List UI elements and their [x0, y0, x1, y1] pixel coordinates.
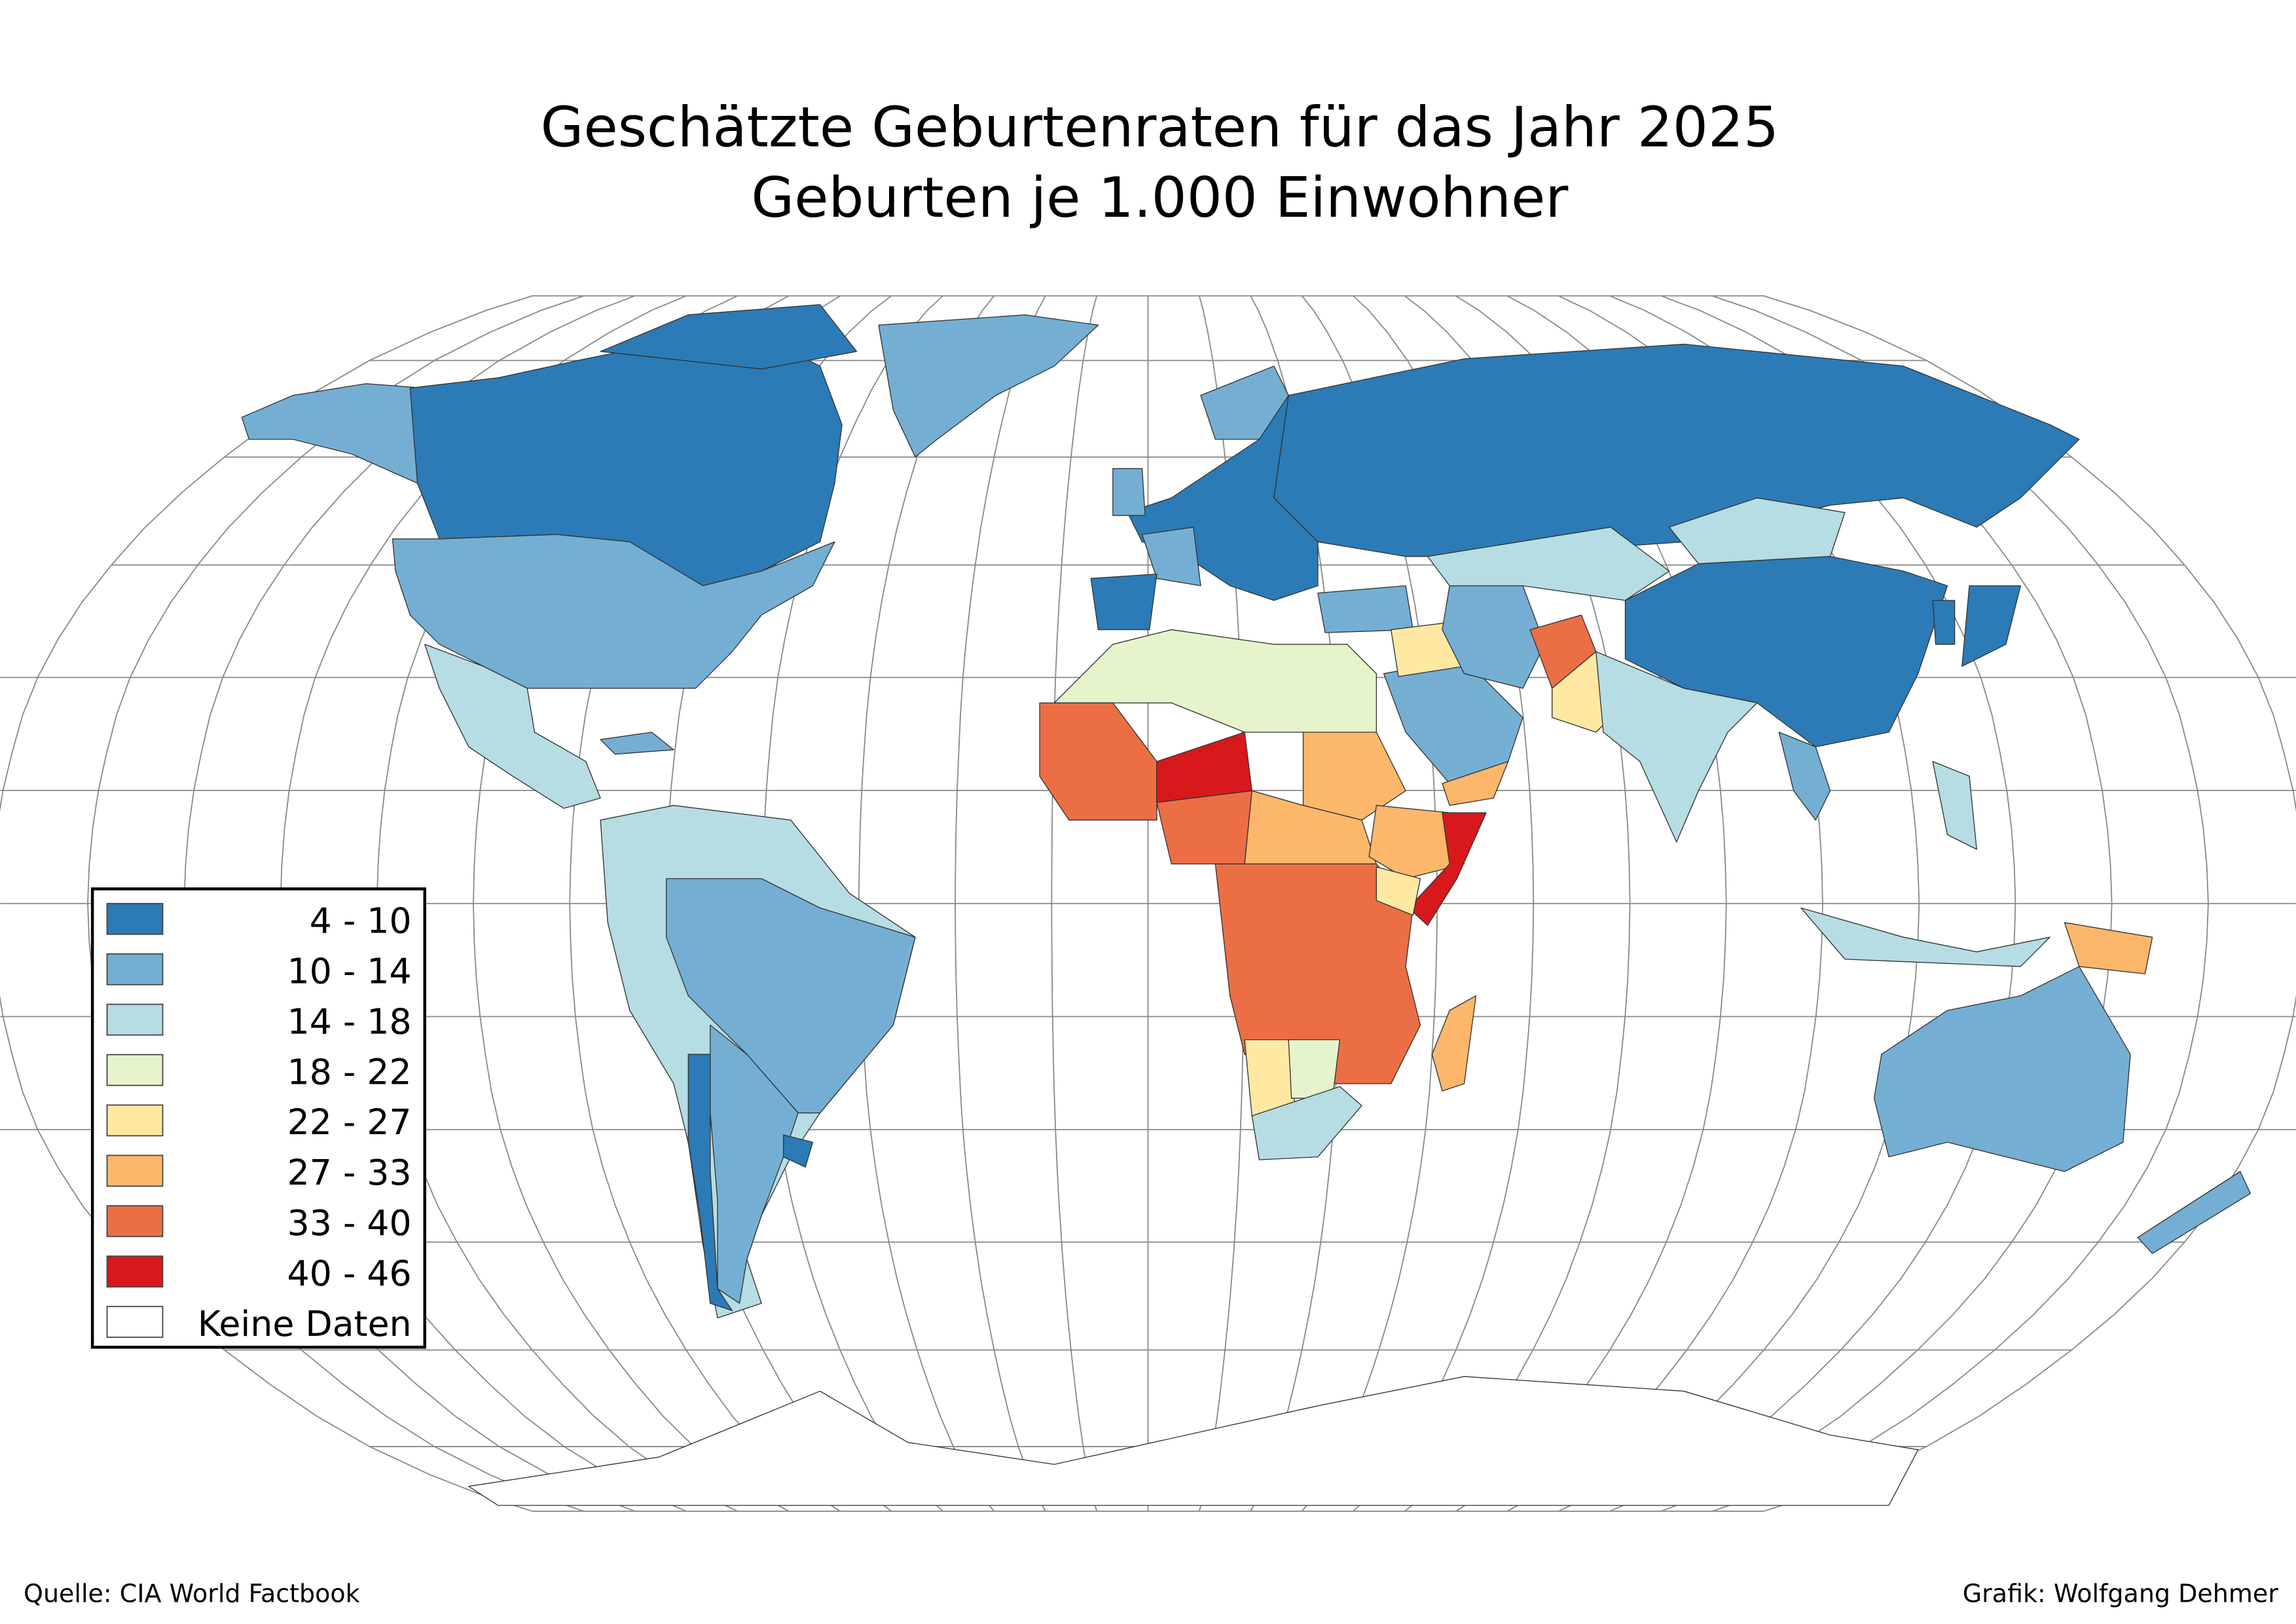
region-madagascar: [1431, 995, 1477, 1092]
legend: 4 - 10 10 - 14 14 - 18 18 - 22 22 - 27 27 - 3…: [90, 887, 427, 1349]
region-turkey: [1317, 585, 1413, 633]
legend-label: 18 - 22: [287, 1051, 412, 1092]
meridian-line: [1763, 295, 2296, 1512]
region-philippines: [1932, 761, 1977, 850]
region-indonesia: [1800, 907, 2050, 967]
region-iberia: [1090, 573, 1157, 631]
region-caribbean: [600, 731, 674, 755]
region-alaska: [241, 383, 440, 484]
legend-swatch: [106, 1205, 164, 1238]
region-australia: [1874, 966, 2131, 1172]
legend-label: 40 - 46: [287, 1253, 412, 1294]
region-thailand: [1778, 731, 1831, 821]
region-south-africa: [1251, 1086, 1362, 1160]
region-mexico-central-america: [424, 644, 601, 809]
legend-swatch: [106, 1104, 164, 1137]
region-korea: [1932, 600, 1956, 645]
legend-label: 10 - 14: [287, 950, 412, 991]
region-japan: [1961, 585, 2021, 667]
region-new-zealand: [2137, 1171, 2251, 1254]
region-argentina: [710, 1024, 799, 1304]
region-scandinavia: [1200, 365, 1289, 440]
region-central-african: [1244, 790, 1377, 865]
legend-label: 4 - 10: [310, 900, 412, 941]
legend-label: 33 - 40: [287, 1202, 412, 1244]
legend-swatch: [106, 1054, 164, 1086]
region-antarctica: [468, 1376, 1919, 1506]
region-papua-new-guinea: [2064, 922, 2153, 974]
legend-swatch: [106, 1306, 164, 1338]
region-chile: [687, 1054, 733, 1312]
legend-swatch: [106, 902, 164, 935]
region-uk: [1112, 468, 1146, 516]
region-niger-chad: [1156, 731, 1252, 803]
region-nigeria: [1156, 790, 1252, 865]
region-usa: [392, 534, 835, 689]
region-north-africa: [1053, 629, 1377, 733]
region-russia: [1273, 343, 2080, 557]
region-brazil: [666, 878, 916, 1114]
title-line-2: Geburten je 1.000 Einwohner: [751, 166, 1568, 231]
region-uruguay: [783, 1134, 814, 1168]
legend-label: 27 - 33: [287, 1152, 412, 1193]
legend-label: 22 - 27: [287, 1101, 412, 1143]
region-ethiopia: [1368, 805, 1465, 879]
region-kenya: [1376, 866, 1421, 916]
meridian-line: [0, 295, 533, 1512]
region-sudan: [1302, 731, 1406, 821]
region-somalia: [1408, 812, 1487, 926]
countries: [241, 304, 2251, 1506]
region-west-africa: [1039, 702, 1157, 821]
region-france: [1141, 526, 1201, 587]
legend-swatch: [106, 1154, 164, 1187]
region-arctic-islands: [600, 304, 858, 370]
region-india: [1595, 651, 1758, 843]
legend-label: 14 - 18: [287, 1001, 412, 1042]
credit-note: Grafik: Wolfgang Dehmer: [1963, 1579, 2279, 1608]
legend-swatch: [106, 1255, 164, 1288]
title-line-1: Geschätzte Geburtenraten für das Jahr 20…: [541, 96, 1779, 160]
region-mongolia: [1668, 497, 1846, 564]
legend-label: Keine Daten: [198, 1303, 412, 1344]
region-china: [1624, 556, 1948, 748]
legend-swatch: [106, 1003, 164, 1036]
source-note: Quelle: CIA World Factbook: [24, 1579, 360, 1608]
legend-swatch: [106, 953, 164, 986]
region-greenland: [878, 314, 1099, 458]
region-yemen: [1442, 761, 1509, 806]
